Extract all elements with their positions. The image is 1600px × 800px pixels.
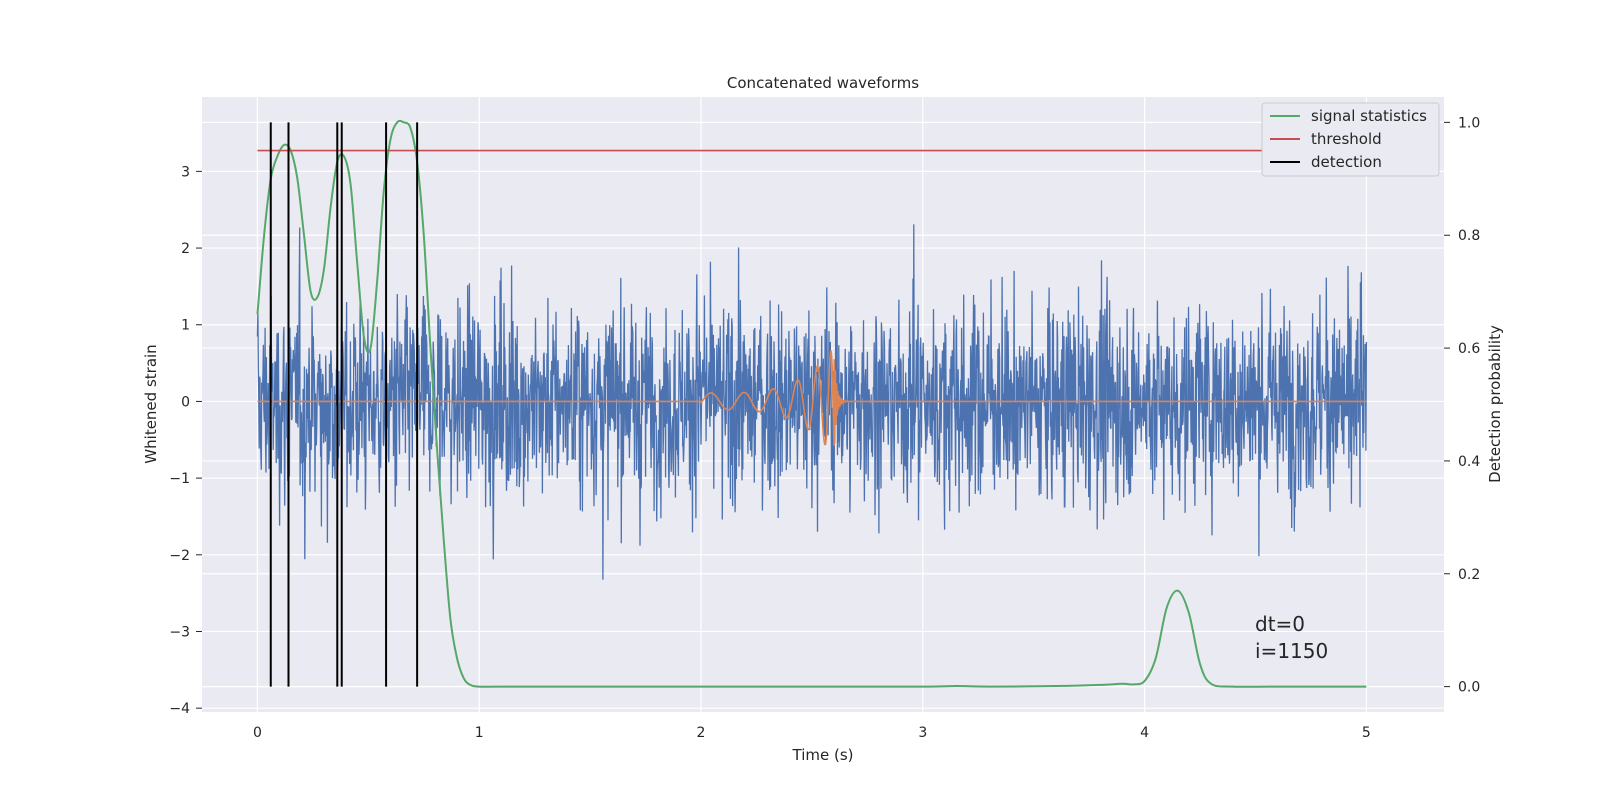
y2-tick-label: 0.6 (1458, 341, 1480, 357)
y2-tick-label: 0.2 (1458, 567, 1480, 583)
x-tick-label: 0 (253, 725, 262, 741)
y-axis-label: Whitened strain (142, 344, 160, 463)
y-tick-label: −2 (169, 548, 190, 564)
x-tick-label: 1 (475, 725, 484, 741)
x-axis-label: Time (s) (792, 746, 854, 764)
y-tick-label: 0 (181, 394, 190, 410)
chart-title: Concatenated waveforms (727, 74, 919, 92)
y-tick-label: −1 (169, 471, 190, 487)
legend-box (1261, 102, 1440, 177)
signal-statistics-line (256, 119, 1367, 688)
series-layer (256, 119, 1389, 688)
tick-labels: 0 1 2 3 4 5 −4 −3 −2 −1 0 1 2 3 0.0 0.2 0.4 0.6 0.8 1.0 (169, 115, 1480, 741)
y-tick-label: 2 (181, 241, 190, 257)
template-series-line (257, 349, 1367, 447)
y2-axis-label: Detection probability (1486, 325, 1504, 483)
x-tick-label: 4 (1140, 725, 1149, 741)
y2-tick-label: 0.8 (1458, 228, 1480, 244)
legend-label-signal-statistics: signal statistics (1311, 107, 1427, 125)
x-tick-label: 3 (918, 725, 927, 741)
y2-tick-label: 0.0 (1458, 680, 1480, 696)
y2-tick-label: 1.0 (1458, 115, 1480, 131)
annotation-i: i=1150 (1255, 639, 1328, 663)
y-tick-label: 1 (181, 318, 190, 334)
y2-tick-label: 0.4 (1458, 454, 1480, 470)
x-tick-label: 2 (697, 725, 706, 741)
legend-label-threshold: threshold (1311, 130, 1382, 148)
strain-series-line (256, 224, 1368, 580)
legend: signal statistics threshold detection (1261, 102, 1440, 177)
y-tick-label: 3 (181, 164, 190, 180)
legend-label-detection: detection (1311, 153, 1382, 171)
annotation-dt: dt=0 (1255, 612, 1305, 636)
x-tick-label: 5 (1362, 725, 1371, 741)
y-tick-label: −3 (169, 624, 190, 640)
y-tick-label: −4 (169, 701, 190, 717)
